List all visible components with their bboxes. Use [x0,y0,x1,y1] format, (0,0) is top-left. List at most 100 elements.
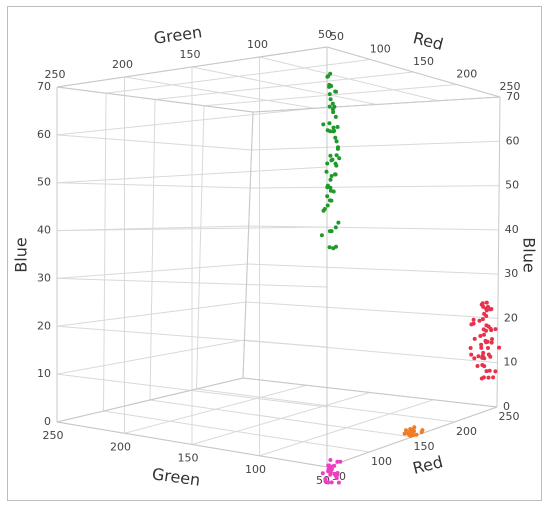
data-point [331,246,336,251]
wall-grid-line [247,263,499,275]
green-axis-title: Green [151,464,202,490]
data-point [335,472,340,477]
data-point [331,110,336,115]
data-point [327,466,332,471]
green-axis-title: Green [153,22,204,48]
data-point [330,157,335,162]
data-point [482,332,486,337]
data-point [333,172,338,177]
data-point [484,306,488,311]
cube-edge [496,96,501,408]
data-point [328,153,333,158]
cube-edge [56,377,244,423]
red-tick-label: 100 [371,455,392,468]
blue-tick-label: 50 [37,176,51,189]
data-point [468,346,473,350]
green-tick-label: 250 [43,429,64,442]
floor-grid-line [196,388,455,423]
green-tick-label: 250 [45,68,66,81]
data-point [487,368,492,373]
blue-axis-title: Blue [12,237,31,272]
blue-tick-label: 70 [37,80,51,93]
data-point [337,156,342,161]
tick-labels: 5010015020025050100150200250501001502002… [37,28,521,487]
data-point [332,463,337,468]
data-point [325,203,330,208]
data-point [327,92,332,97]
data-point [477,318,482,323]
red-tick-label: 200 [456,68,477,81]
data-point [331,189,336,194]
data-point [329,480,334,485]
green-tick-label: 200 [112,58,133,71]
data-point [333,135,338,140]
data-point [327,82,332,87]
floor-grid-line [103,410,370,453]
data-point [334,163,339,168]
axis-titles: Green Green Red Red Blue Blue [12,22,539,490]
ceiling-grid-line [191,66,377,105]
blue-axis-title: Blue [520,237,539,272]
data-point [323,476,328,481]
data-point [331,125,336,130]
data-point [479,342,484,347]
red-tick-label: 250 [500,80,521,93]
data-point [332,104,337,109]
data-point [479,376,484,381]
data-point [412,425,417,430]
data-point [489,340,494,345]
data-point [472,356,477,361]
wall-grid-line [248,225,499,231]
cube-edge [56,86,254,113]
data-point [420,428,425,433]
data-point [414,432,419,437]
data-point [478,334,483,338]
data-point [326,74,331,79]
data-point [488,307,493,312]
blue-tick-label: 20 [504,311,518,324]
data-point [407,429,412,434]
data-point [321,208,326,213]
data-point [483,338,488,343]
data-point [493,369,498,374]
red-tick-label: 50 [330,30,344,43]
data-point [411,428,416,433]
data-point [480,363,485,367]
grid-lines [56,46,501,468]
data-point [325,194,330,199]
green-tick-label: 100 [245,463,266,476]
green-tick-label: 200 [110,440,131,453]
cube-edge [56,46,328,88]
data-point [479,345,484,350]
data-point [329,229,334,234]
ceiling-grid-line [124,76,315,109]
wall-grid-line [149,99,156,401]
blue-tick-label: 40 [37,224,51,237]
wall-grid-line [244,339,498,364]
data-point [327,245,332,250]
blue-tick-label: 40 [505,223,519,236]
blue-tick-label: 60 [506,134,520,147]
wall-grid-line [103,93,107,412]
blue-tick-label: 20 [37,319,51,332]
blue-tick-label: 60 [37,128,51,141]
green-tick-label: 150 [180,48,201,61]
green-tick-label: 50 [316,474,330,487]
data-point [335,125,340,129]
data-point [333,89,338,94]
data-point [328,458,333,462]
data-point [320,471,325,476]
red-tick-label: 200 [456,425,477,438]
data-point [484,369,489,374]
ceiling-grid-line [259,56,439,102]
cube-edge [326,46,501,98]
wall-grid-line [196,105,205,390]
green-tick-label: 100 [247,38,268,51]
data-point [333,225,338,230]
data-point [489,328,494,333]
data-point [476,354,481,359]
data-point [328,97,333,102]
data-point [493,327,498,332]
data-point [484,300,489,305]
